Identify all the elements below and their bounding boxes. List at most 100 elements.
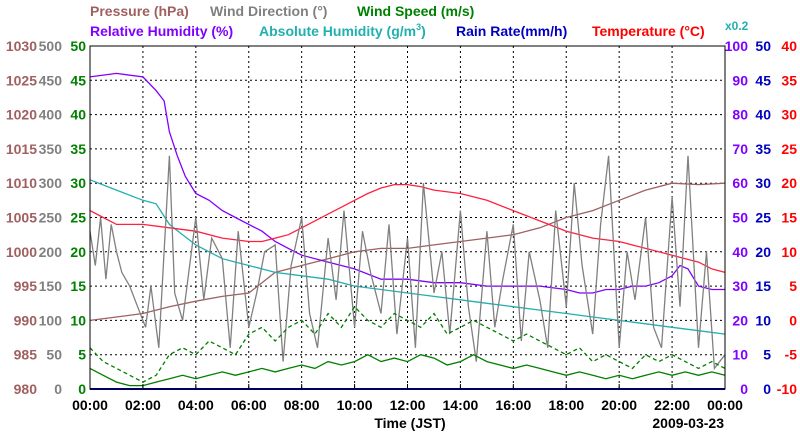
y-tick-wind_speed: 20 (70, 244, 86, 260)
y-tick-pressure: 1030 (6, 38, 37, 54)
x-axis-ticks: 00:00 02:00 04:00 06:00 08:00 10:00 12:00 14:00… (72, 384, 743, 413)
title-absolute-humidity-sup: 3 (416, 22, 421, 32)
y-tick-temp: 15 (781, 210, 797, 226)
title-wind-speed: Wind Speed (m/s) (357, 3, 474, 19)
x-tick-label: 06:00 (231, 397, 267, 413)
y-tick-rel_hum: 0 (740, 381, 748, 397)
y-tick-temp: 20 (781, 175, 797, 191)
y-tick-temp: 0 (789, 312, 797, 328)
y-tick-rain: 5 (763, 347, 771, 363)
y-tick-wind_speed: 45 (70, 72, 86, 88)
y-tick-pressure: 985 (14, 347, 38, 363)
y-tick-rel_hum: 100 (725, 38, 749, 54)
y-tick-pressure: 990 (14, 312, 38, 328)
y-tick-temp: -10 (777, 381, 797, 397)
y-tick-wind_dir: 400 (39, 107, 63, 123)
title-absolute-humidity-main: Absolute Humidity (g/m (259, 23, 416, 39)
y-tick-pressure: 1025 (6, 72, 37, 88)
title-absolute-humidity-close: ) (421, 23, 426, 39)
y-tick-rain: 35 (755, 141, 771, 157)
y-tick-pressure: 980 (14, 381, 38, 397)
y-tick-rel_hum: 90 (732, 72, 748, 88)
x-tick-label: 04:00 (178, 397, 214, 413)
gridlines (90, 46, 725, 389)
y-tick-rel_hum: 80 (732, 107, 748, 123)
y-tick-wind_speed: 15 (70, 278, 86, 294)
y-tick-pressure: 1010 (6, 175, 37, 191)
y-tick-pressure: 1015 (6, 141, 37, 157)
series-wind-direction (89, 155, 726, 371)
y-tick-pressure: 1005 (6, 210, 37, 226)
title-temperature: Temperature (°C) (592, 23, 705, 39)
rain-scale-label: x0.2 (725, 19, 749, 33)
y-tick-temp: -5 (785, 347, 798, 363)
title-rain-rate: Rain Rate(mm/h) (456, 23, 567, 39)
x-tick-label: 14:00 (443, 397, 479, 413)
y-tick-pressure: 1020 (6, 107, 37, 123)
y-tick-rel_hum: 70 (732, 141, 748, 157)
title-relative-humidity: Relative Humidity (%) (90, 23, 233, 39)
x-tick-label: 16:00 (495, 397, 531, 413)
y-tick-rel_hum: 50 (732, 210, 748, 226)
y-tick-rel_hum: 40 (732, 244, 748, 260)
y-tick-rain: 50 (755, 38, 771, 54)
y-tick-wind_dir: 0 (54, 381, 62, 397)
y-tick-wind_speed: 5 (78, 347, 86, 363)
y-tick-rain: 10 (755, 312, 771, 328)
title-wind-direction: Wind Direction (°) (210, 3, 327, 19)
y-tick-temp: 35 (781, 72, 797, 88)
y-tick-rain: 0 (763, 381, 771, 397)
y-tick-rel_hum: 10 (732, 347, 748, 363)
x-tick-label: 10:00 (337, 397, 373, 413)
y-tick-wind_speed: 50 (70, 38, 86, 54)
y-tick-wind_dir: 500 (39, 38, 63, 54)
y-tick-temp: 30 (781, 107, 797, 123)
y-tick-wind_speed: 35 (70, 141, 86, 157)
y-tick-rain: 30 (755, 175, 771, 191)
y-tick-rain: 45 (755, 72, 771, 88)
y-axis-ticks: 9809859909951000100510101015102010251030… (6, 38, 797, 397)
x-tick-label: 00:00 (72, 397, 108, 413)
y-tick-wind_dir: 200 (39, 244, 63, 260)
y-tick-temp: 5 (789, 278, 797, 294)
y-tick-wind_dir: 300 (39, 175, 63, 191)
y-tick-temp: 10 (781, 244, 797, 260)
y-tick-rain: 40 (755, 107, 771, 123)
series-wind-speed (89, 353, 726, 387)
y-tick-wind_dir: 450 (39, 72, 63, 88)
y-tick-rel_hum: 20 (732, 312, 748, 328)
x-tick-label: 02:00 (125, 397, 161, 413)
y-tick-temp: 25 (781, 141, 797, 157)
title-pressure: Pressure (hPa) (90, 3, 189, 19)
y-tick-wind_dir: 50 (46, 347, 62, 363)
y-tick-rain: 15 (755, 278, 771, 294)
x-tick-label: 12:00 (390, 397, 426, 413)
series-relative-humidity (89, 72, 725, 294)
y-tick-wind_dir: 350 (39, 141, 63, 157)
y-tick-rain: 25 (755, 210, 771, 226)
y-tick-rel_hum: 30 (732, 278, 748, 294)
y-tick-pressure: 995 (14, 278, 38, 294)
x-tick-label: 08:00 (284, 397, 320, 413)
date-label: 2009-03-23 (652, 415, 724, 431)
x-tick-label: 00:00 (707, 397, 743, 413)
series-temperature (89, 183, 726, 274)
title-absolute-humidity: Absolute Humidity (g/m3) (259, 22, 426, 39)
y-tick-rel_hum: 60 (732, 175, 748, 191)
x-tick-label: 22:00 (654, 397, 690, 413)
y-tick-pressure: 1000 (6, 244, 37, 260)
y-tick-wind_dir: 150 (39, 278, 63, 294)
series-wind-gust (89, 305, 726, 383)
y-tick-wind_speed: 25 (70, 210, 86, 226)
y-tick-wind_speed: 0 (78, 381, 86, 397)
y-tick-wind_speed: 40 (70, 107, 86, 123)
y-tick-temp: 40 (781, 38, 797, 54)
x-tick-label: 20:00 (601, 397, 637, 413)
y-tick-wind_dir: 100 (39, 312, 63, 328)
x-tick-label: 18:00 (548, 397, 584, 413)
series-absolute-humidity (89, 179, 726, 335)
y-tick-wind_dir: 250 (39, 210, 63, 226)
y-tick-wind_speed: 30 (70, 175, 86, 191)
x-axis-label: Time (JST) (374, 415, 445, 431)
